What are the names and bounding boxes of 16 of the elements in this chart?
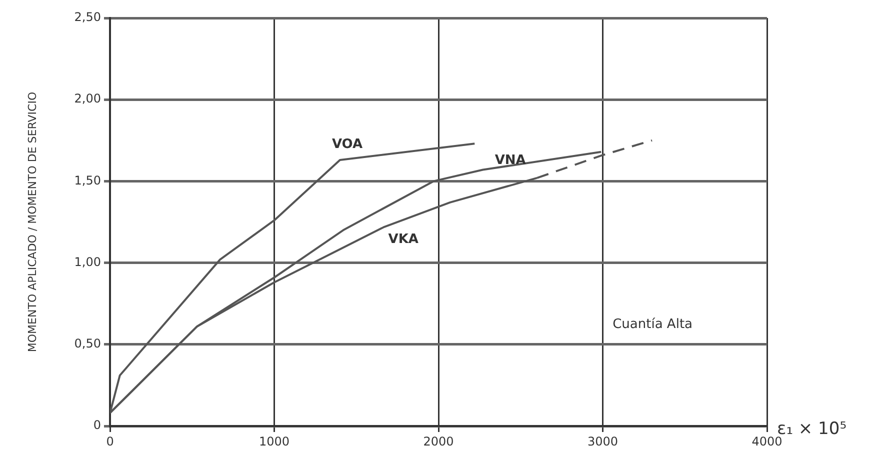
x-tick-label: 2000: [423, 434, 454, 448]
x-tick-label: 4000: [752, 434, 782, 448]
y-tick-label: 0,50: [74, 336, 101, 351]
y-axis-title: MOMENTO APLICADO / MOMENTO DE SERVICIO: [26, 92, 39, 352]
y-tick-label: 2,50: [74, 10, 101, 24]
y-tick-label: 0: [93, 418, 101, 432]
y-tick-label: 1,00: [74, 254, 101, 269]
y-tick-label: 1,50: [74, 173, 101, 188]
x-tick-label: 0: [106, 434, 114, 448]
x-tick-label: 3000: [587, 434, 618, 448]
series-label: VNA: [494, 152, 526, 168]
annotation: Cuantía Alta: [612, 317, 693, 332]
series-label: VKA: [388, 232, 418, 247]
x-tick-label: 1000: [258, 434, 290, 448]
series-label: VOA: [332, 136, 363, 152]
y-tick-label: 2,00: [74, 92, 101, 106]
